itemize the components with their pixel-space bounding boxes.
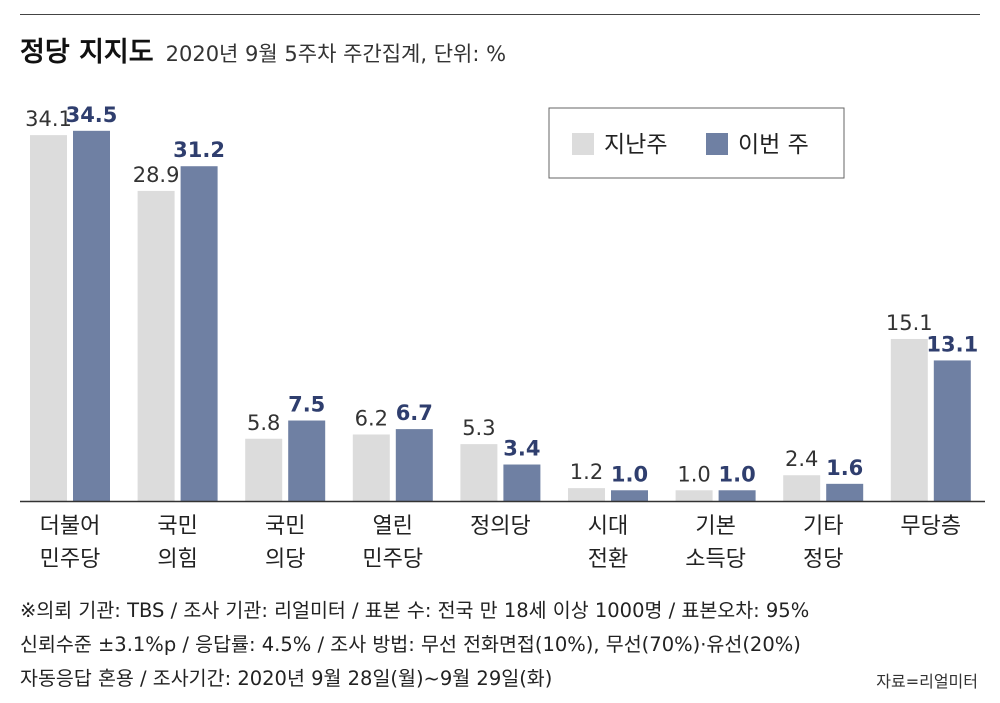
data-label-this-week: 7.5 [288, 393, 325, 417]
bar-this-week [395, 429, 433, 501]
note-line-3: 자동응답 혼용 / 조사기간: 2020년 9월 28일(월)~9월 29일(화… [20, 667, 553, 690]
data-label-this-week: 1.0 [611, 462, 648, 486]
data-label-last-week: 28.9 [133, 163, 180, 187]
category-label: 소득당 [685, 547, 746, 572]
category-label: 기타 [803, 514, 843, 539]
bar-last-week [245, 438, 283, 501]
data-label-last-week: 1.2 [570, 460, 603, 484]
data-label-last-week: 6.2 [355, 406, 388, 430]
category-label: 민주당 [40, 547, 101, 572]
chart-subtitle: 2020년 9월 5주차 주간집계, 단위: % [165, 42, 507, 66]
category-label: 무당층 [900, 514, 961, 539]
category-label: 더불어 [40, 514, 101, 539]
data-label-this-week: 3.4 [503, 437, 540, 461]
bar-last-week [352, 434, 390, 501]
data-label-last-week: 34.1 [25, 107, 72, 131]
survey-notes: ※의뢰 기관: TBS / 조사 기관: 리얼미터 / 표본 수: 전국 만 1… [20, 594, 985, 696]
bar-last-week [890, 338, 928, 501]
bar-last-week [675, 490, 713, 501]
top-rule [20, 14, 980, 15]
bar-this-week [73, 130, 110, 501]
data-label-this-week: 34.5 [66, 103, 118, 127]
legend-swatch-last-week [572, 133, 594, 155]
data-label-last-week: 5.8 [247, 411, 280, 435]
bar-last-week [783, 475, 821, 501]
category-label: 정당 [803, 547, 843, 572]
bar-last-week [568, 488, 605, 501]
bar-this-week [611, 490, 648, 501]
data-label-this-week: 6.7 [396, 401, 433, 425]
data-label-last-week: 2.4 [785, 447, 818, 471]
legend-label-this-week: 이번 주 [738, 132, 809, 158]
data-label-last-week: 5.3 [462, 416, 495, 440]
bar-this-week [933, 360, 971, 501]
data-label-this-week: 13.1 [926, 332, 978, 356]
category-label: 민주당 [362, 547, 423, 572]
data-label-this-week: 1.6 [826, 456, 863, 480]
note-line-1: ※의뢰 기관: TBS / 조사 기관: 리얼미터 / 표본 수: 전국 만 1… [20, 599, 810, 622]
bar-this-week [718, 490, 756, 501]
category-label: 의힘 [157, 547, 197, 572]
bar-last-week [137, 190, 175, 501]
legend-swatch-this-week [706, 133, 728, 155]
category-label: 열린 [373, 514, 413, 539]
bar-last-week [30, 135, 67, 501]
category-label: 의당 [265, 547, 305, 572]
chart-title: 정당 지지도 [20, 37, 154, 68]
data-label-last-week: 15.1 [886, 311, 933, 335]
data-label-this-week: 1.0 [718, 462, 755, 486]
legend-label-last-week: 지난주 [604, 132, 667, 158]
bar-this-week [180, 166, 218, 501]
category-label: 전환 [588, 547, 628, 572]
bar-last-week [460, 444, 498, 501]
title-row: 정당 지지도 2020년 9월 5주차 주간집계, 단위: % [20, 30, 506, 70]
category-label: 정의당 [470, 514, 531, 539]
category-label: 국민 [265, 514, 305, 539]
note-line-2: 신뢰수준 ±3.1%p / 응답률: 4.5% / 조사 방법: 무선 전화면접… [20, 633, 801, 656]
bar-this-week [826, 483, 864, 501]
data-label-last-week: 1.0 [677, 462, 710, 486]
category-label: 기본 [695, 514, 735, 539]
bar-this-week [503, 464, 541, 501]
category-label: 시대 [588, 514, 628, 539]
bar-this-week [288, 420, 326, 501]
category-label: 국민 [157, 514, 197, 539]
legend-box [548, 107, 845, 179]
data-label-this-week: 31.2 [173, 138, 225, 162]
source-credit: 자료=리얼미터 [876, 672, 978, 691]
